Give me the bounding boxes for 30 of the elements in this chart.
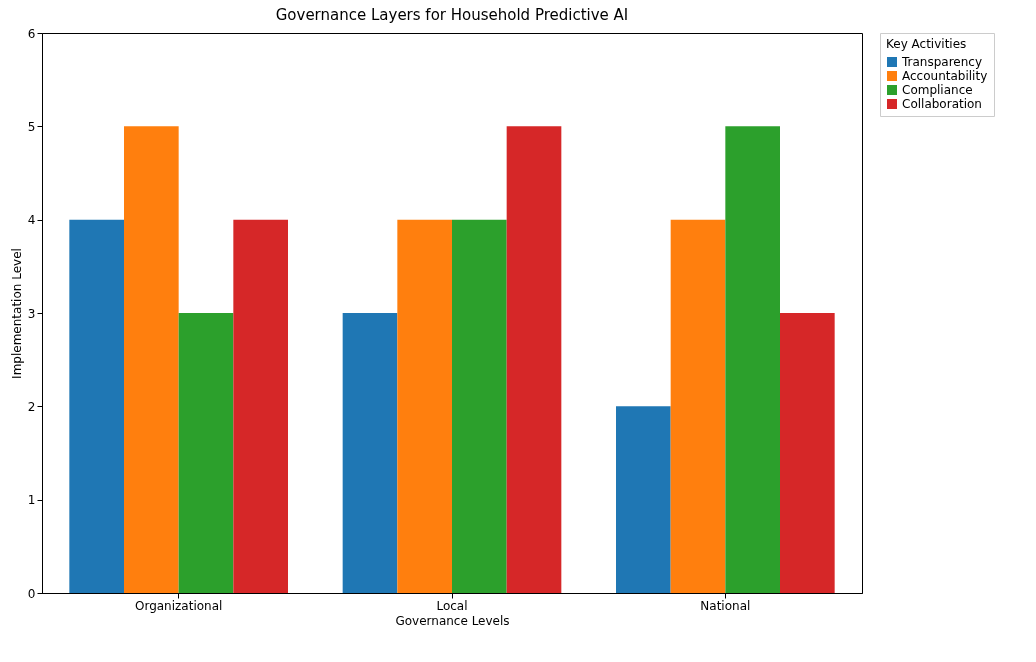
bar	[124, 126, 179, 593]
x-tick-label: Local	[436, 598, 468, 613]
legend-label: Accountability	[902, 69, 988, 83]
legend-label: Collaboration	[902, 97, 982, 111]
bar	[178, 313, 234, 593]
bar	[616, 406, 671, 593]
chart-title: Governance Layers for Household Predictive AI	[275, 6, 629, 24]
x-axis-title: Governance Levels	[395, 613, 510, 628]
x-tick-label: National	[700, 598, 751, 613]
x-tick-label: Organizational	[134, 598, 223, 613]
bar	[506, 126, 562, 593]
bar	[452, 219, 507, 593]
legend-label: Transparency	[901, 55, 983, 69]
y-axis-title: Implementation Level	[9, 248, 24, 379]
y-tick-label: 3	[27, 306, 36, 321]
legend-title: Key Activities	[886, 37, 967, 51]
bar	[233, 219, 288, 593]
y-tick-label: 5	[27, 119, 36, 134]
bar	[670, 219, 726, 593]
y-tick-label: 4	[27, 213, 36, 228]
y-tick-label: 6	[27, 26, 36, 41]
bar	[342, 313, 398, 593]
bar	[397, 219, 452, 593]
bar	[69, 219, 124, 593]
y-tick-label: 1	[27, 493, 36, 508]
legend-label: Compliance	[902, 83, 973, 97]
bar	[780, 313, 835, 593]
bar	[725, 126, 780, 593]
y-tick-label: 0	[27, 586, 36, 601]
y-tick-label: 2	[27, 399, 36, 414]
